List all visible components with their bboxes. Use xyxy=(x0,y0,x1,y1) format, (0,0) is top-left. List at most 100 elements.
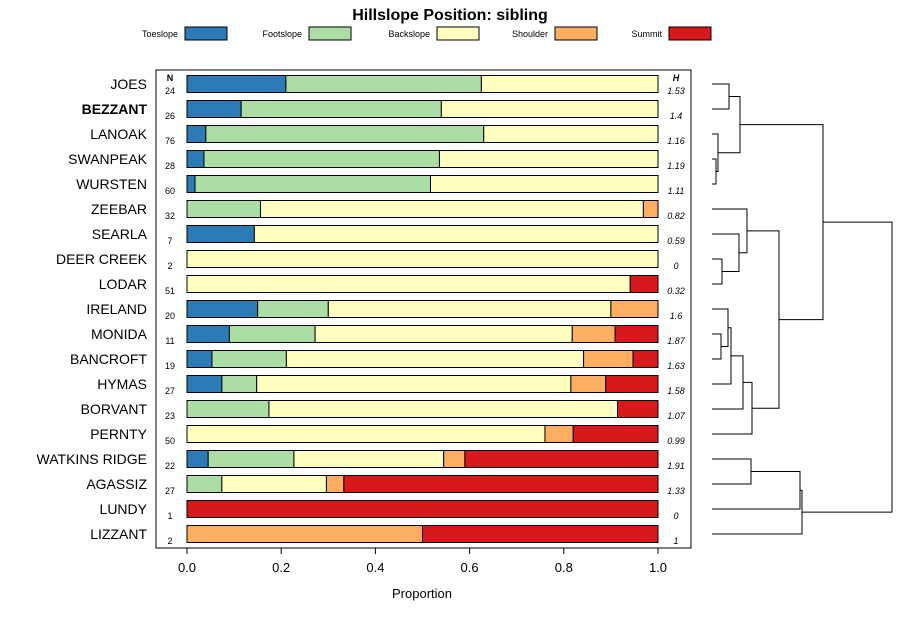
bar-segment-summit xyxy=(464,450,659,468)
dendro-link xyxy=(712,333,722,360)
row-h-value: 1.91 xyxy=(667,461,685,471)
bar-segment-footslope xyxy=(240,100,442,118)
row-label: ZEEBAR xyxy=(91,201,147,217)
bar-row: ZEEBAR 32 0.82 xyxy=(91,200,685,221)
bar-row: BEZZANT 26 1.4 xyxy=(82,100,682,121)
bar-segment-shoulder xyxy=(325,475,345,493)
bar-segment-backslope xyxy=(285,350,585,368)
bar-row: LIZZANT 2 1 xyxy=(90,525,679,546)
bar-row: JOES 24 1.53 xyxy=(110,75,685,96)
row-h-value: 1.16 xyxy=(667,136,685,146)
bar-segment-backslope xyxy=(327,300,612,318)
dendro-link xyxy=(712,381,753,435)
dendro-link xyxy=(712,208,748,254)
bar-row: DEER CREEK 2 0 xyxy=(56,250,679,271)
row-n-value: 11 xyxy=(165,336,174,346)
bar-row: WURSTEN 60 1.11 xyxy=(76,175,685,196)
bar-segment-shoulder xyxy=(186,525,423,543)
bar-segment-summit xyxy=(186,500,659,518)
bar-row: MONIDA 11 1.87 xyxy=(91,325,686,346)
bar-row: BANCROFT 19 1.63 xyxy=(70,350,685,371)
bar-segment-backslope xyxy=(480,75,659,93)
legend-label: Summit xyxy=(631,29,662,39)
bar-segment-footslope xyxy=(186,400,270,418)
row-n-value: 23 xyxy=(165,411,175,421)
x-tick-label: 0.4 xyxy=(366,560,384,575)
row-label: AGASSIZ xyxy=(86,476,147,492)
row-label: PERNTY xyxy=(90,426,147,442)
row-label: LUNDY xyxy=(100,501,148,517)
bar-segment-summit xyxy=(422,525,659,543)
bar-segment-shoulder xyxy=(570,375,607,393)
bar-row: IRELAND 20 1.6 xyxy=(86,300,682,321)
bar-segment-backslope xyxy=(438,150,659,168)
row-n-value: 1 xyxy=(167,511,172,521)
row-n-value: 22 xyxy=(165,461,175,471)
dendro-link xyxy=(747,230,780,409)
bar-segment-summit xyxy=(629,275,659,293)
legend-label: Shoulder xyxy=(512,29,548,39)
bar-segment-shoulder xyxy=(571,325,616,343)
row-h-value: 1 xyxy=(673,536,678,546)
bar-segment-footslope xyxy=(228,325,316,343)
bar-segment-toeslope xyxy=(186,375,223,393)
bar-segment-backslope xyxy=(293,450,445,468)
legend-swatch xyxy=(668,26,712,41)
bar-segment-summit xyxy=(632,350,659,368)
legend-swatch xyxy=(184,26,228,41)
row-h-value: 1.11 xyxy=(668,186,685,196)
row-n-value: 2 xyxy=(167,261,172,271)
bar-segment-footslope xyxy=(205,125,485,143)
x-tick-label: 0.8 xyxy=(555,560,573,575)
chart-title: Hillslope Position: sibling xyxy=(352,7,548,24)
row-n-value: 32 xyxy=(165,211,175,221)
legend-swatch xyxy=(554,26,598,41)
bar-row: SWANPEAK 28 1.19 xyxy=(68,150,685,171)
dendro-link xyxy=(802,221,893,513)
row-label: SEARLA xyxy=(92,226,148,242)
bar-row: AGASSIZ 27 1.33 xyxy=(86,475,685,496)
row-label: LIZZANT xyxy=(90,526,147,542)
bar-segment-toeslope xyxy=(186,100,242,118)
bar-segment-footslope xyxy=(207,450,295,468)
bar-segment-toeslope xyxy=(186,300,259,318)
bar-segment-footslope xyxy=(203,150,440,168)
row-h-value: 0.59 xyxy=(667,236,685,246)
bar-segment-backslope xyxy=(430,175,659,193)
x-axis: 0.0 0.2 0.4 0.6 0.8 1.0 xyxy=(178,548,667,575)
row-n-value: 20 xyxy=(165,311,175,321)
bar-segment-backslope xyxy=(259,200,644,218)
bar-segment-footslope xyxy=(186,200,261,218)
bar-segment-shoulder xyxy=(583,350,634,368)
bar-rows: JOES 24 1.53 BEZZANT 26 1.4 LANOAK 76 1.16 SWANPE… xyxy=(37,75,686,546)
row-n-value: 2 xyxy=(167,536,172,546)
bar-segment-shoulder xyxy=(544,425,574,443)
legend-label: Footslope xyxy=(262,29,302,39)
row-label: LODAR xyxy=(99,276,147,292)
bar-segment-backslope xyxy=(186,250,659,268)
x-tick-label: 0.6 xyxy=(461,560,479,575)
row-n-value: 7 xyxy=(167,236,172,246)
row-label: WATKINS RIDGE xyxy=(37,451,147,467)
bar-segment-shoulder xyxy=(443,450,466,468)
dendro-link xyxy=(712,258,723,285)
x-axis-label: Proportion xyxy=(392,586,452,601)
bar-segment-backslope xyxy=(256,375,572,393)
row-h-value: 1.07 xyxy=(667,411,686,421)
bar-segment-summit xyxy=(572,425,659,443)
bar-segment-toeslope xyxy=(186,450,209,468)
bar-segment-backslope xyxy=(253,225,659,243)
row-n-value: 26 xyxy=(165,111,175,121)
dendrogram xyxy=(712,83,893,535)
plot-frame xyxy=(155,69,692,549)
row-label: BEZZANT xyxy=(82,101,148,117)
row-label: BANCROFT xyxy=(70,351,147,367)
row-n-value: 51 xyxy=(165,286,175,296)
bar-row: WATKINS RIDGE 22 1.91 xyxy=(37,450,685,471)
dendro-link xyxy=(712,233,740,272)
row-label: SWANPEAK xyxy=(68,151,147,167)
bar-segment-backslope xyxy=(440,100,659,118)
row-label: JOES xyxy=(110,76,147,92)
